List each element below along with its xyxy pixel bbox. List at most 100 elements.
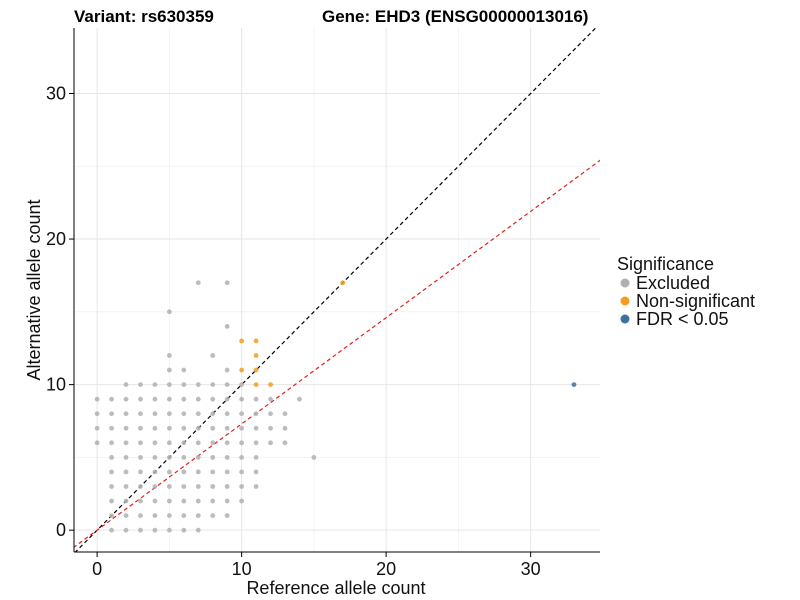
- point-non-significant: [253, 382, 259, 388]
- point-excluded: [224, 498, 230, 504]
- point-excluded: [166, 513, 172, 519]
- point-non-significant: [253, 338, 259, 344]
- legend-title: Significance: [617, 254, 714, 274]
- point-excluded: [210, 498, 216, 504]
- point-excluded: [181, 440, 187, 446]
- point-excluded: [152, 425, 158, 431]
- point-excluded: [195, 454, 201, 460]
- point-excluded: [181, 396, 187, 402]
- point-non-significant: [340, 280, 346, 286]
- point-excluded: [195, 396, 201, 402]
- point-excluded: [181, 469, 187, 475]
- point-excluded: [268, 396, 273, 402]
- point-excluded: [239, 382, 245, 388]
- point-excluded: [166, 484, 172, 489]
- point-excluded: [152, 498, 158, 504]
- point-excluded: [152, 396, 158, 402]
- point-excluded: [181, 484, 187, 489]
- point-excluded: [138, 440, 143, 446]
- point-excluded: [109, 440, 114, 446]
- point-excluded: [138, 484, 143, 489]
- point-excluded: [94, 396, 100, 402]
- point-excluded: [210, 469, 216, 475]
- point-excluded: [268, 411, 273, 417]
- point-excluded: [166, 382, 172, 388]
- x-tick-label: 0: [92, 559, 102, 579]
- axes: 0 10 20 30 0 10 20 30: [46, 28, 600, 579]
- reference-line-identity: [74, 28, 597, 552]
- point-fdr-0-05: [571, 382, 577, 388]
- reference-line-fit: [74, 159, 600, 548]
- point-excluded: [138, 527, 143, 533]
- point-excluded: [268, 425, 273, 431]
- point-excluded: [152, 527, 158, 533]
- legend: Significance ExcludedNon-significantFDR …: [617, 254, 755, 329]
- point-excluded: [224, 280, 230, 286]
- point-excluded: [166, 498, 172, 504]
- point-excluded: [138, 382, 143, 388]
- point-excluded: [239, 396, 245, 402]
- point-excluded: [123, 454, 129, 460]
- x-tick-label: 10: [232, 559, 252, 579]
- point-excluded: [109, 498, 114, 504]
- point-excluded: [253, 440, 259, 446]
- legend-label: FDR < 0.05: [636, 309, 729, 329]
- point-excluded: [210, 353, 216, 358]
- point-excluded: [282, 440, 288, 446]
- point-excluded: [152, 440, 158, 446]
- point-excluded: [166, 527, 172, 533]
- point-excluded: [181, 382, 187, 388]
- point-excluded: [181, 411, 187, 417]
- x-tick-label: 20: [376, 559, 396, 579]
- point-excluded: [109, 527, 114, 533]
- gene-title: Gene: EHD3 (ENSG00000013016): [322, 7, 588, 26]
- point-excluded: [181, 513, 187, 519]
- point-excluded: [224, 367, 230, 373]
- point-excluded: [123, 411, 129, 417]
- point-excluded: [138, 469, 143, 475]
- point-excluded: [123, 396, 129, 402]
- point-excluded: [239, 484, 245, 489]
- point-excluded: [195, 440, 201, 446]
- point-excluded: [166, 396, 172, 402]
- point-excluded: [224, 513, 230, 519]
- point-excluded: [166, 353, 172, 358]
- point-excluded: [195, 425, 201, 431]
- grid: [74, 28, 600, 552]
- point-excluded: [195, 513, 201, 519]
- point-excluded: [123, 484, 129, 489]
- point-excluded: [210, 454, 216, 460]
- point-excluded: [210, 513, 216, 519]
- point-excluded: [152, 411, 158, 417]
- point-excluded: [138, 396, 143, 402]
- point-excluded: [297, 396, 302, 402]
- point-excluded: [138, 513, 143, 519]
- point-excluded: [109, 454, 114, 460]
- point-excluded: [224, 469, 230, 475]
- point-excluded: [253, 454, 259, 460]
- point-excluded: [195, 280, 201, 286]
- point-excluded: [166, 411, 172, 417]
- point-non-significant: [239, 367, 245, 373]
- reference-lines: [74, 28, 600, 552]
- point-excluded: [224, 425, 230, 431]
- point-excluded: [152, 454, 158, 460]
- point-excluded: [224, 382, 230, 388]
- point-excluded: [195, 411, 201, 417]
- point-excluded: [195, 469, 201, 475]
- point-excluded: [239, 454, 245, 460]
- point-excluded: [109, 513, 114, 519]
- point-excluded: [253, 484, 259, 489]
- point-non-significant: [268, 382, 273, 388]
- point-excluded: [253, 411, 259, 417]
- point-excluded: [109, 425, 114, 431]
- point-excluded: [224, 323, 230, 329]
- point-excluded: [210, 396, 216, 402]
- point-excluded: [109, 469, 114, 475]
- point-excluded: [282, 411, 288, 417]
- point-excluded: [123, 527, 129, 533]
- point-excluded: [239, 498, 245, 504]
- point-excluded: [123, 440, 129, 446]
- point-excluded: [166, 454, 172, 460]
- point-excluded: [181, 454, 187, 460]
